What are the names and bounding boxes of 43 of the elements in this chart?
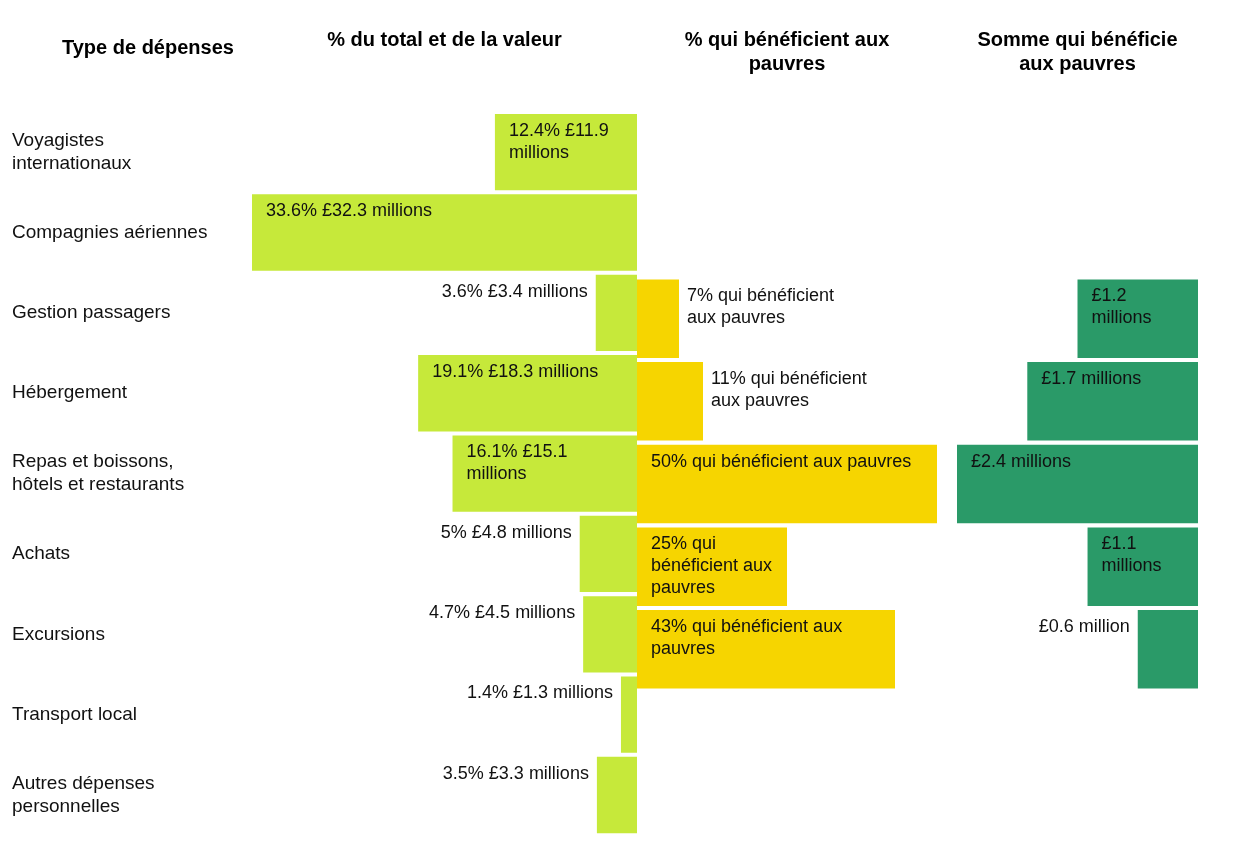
bar xyxy=(494,114,637,191)
data-label: 3.6% £3.4 millions xyxy=(441,280,588,301)
y-tick-label: Autres dépenses personnelles xyxy=(12,771,155,816)
bar xyxy=(1077,279,1198,358)
data-label: 7% qui bénéficient aux pauvres xyxy=(687,285,835,328)
data-label: £0.6 million xyxy=(1038,616,1130,637)
data-label: 16.1% £15.1 millions xyxy=(466,441,568,484)
data-label: 50% qui bénéficient aux pauvres xyxy=(651,450,912,471)
y-tick-label: Achats xyxy=(12,542,71,564)
y-tick-label: Transport local xyxy=(12,702,137,724)
chart-title: Somme qui bénéficie aux pauvres xyxy=(977,27,1178,74)
bar xyxy=(637,362,703,441)
chart-title: % du total et de la valeur xyxy=(327,27,562,50)
data-label: 33.6% £32.3 millions xyxy=(266,200,433,221)
y-tick-label: Voyagistes internationaux xyxy=(12,129,132,173)
y-tick-label: Hébergement xyxy=(12,381,128,403)
y-tick-label: Gestion passagers xyxy=(12,301,171,323)
bar xyxy=(252,194,637,271)
bar xyxy=(620,676,637,753)
bar xyxy=(1087,527,1198,606)
data-label: £1.7 millions xyxy=(1041,368,1142,389)
bar xyxy=(1027,362,1198,441)
y-tick-label: Excursions xyxy=(12,622,105,644)
bar xyxy=(583,596,637,673)
bar xyxy=(1137,610,1198,689)
y-tick-label: Compagnies aériennes xyxy=(12,220,208,242)
y-tick-label: Repas et boissons, hôtels et restaurants xyxy=(12,450,185,495)
data-label: 5% £4.8 millions xyxy=(440,521,572,542)
data-label: 1.4% £1.3 millions xyxy=(466,682,613,703)
data-label: £2.4 millions xyxy=(971,450,1072,471)
bar xyxy=(957,444,1198,524)
bar xyxy=(596,756,637,834)
data-label: 4.7% £4.5 millions xyxy=(429,602,576,623)
data-label: 3.5% £3.3 millions xyxy=(442,762,589,783)
data-label: 43% qui bénéficient aux pauvres xyxy=(651,616,843,659)
data-label: £1.2 millions xyxy=(1091,285,1152,328)
data-label: 12.4% £11.9 millions xyxy=(508,119,609,162)
data-label: 19.1% £18.3 millions xyxy=(432,361,599,382)
y-axis-title: Type de dépenses xyxy=(62,35,234,58)
data-label: £1.1 millions xyxy=(1101,533,1162,576)
chart-title: % qui bénéficient aux pauvres xyxy=(684,27,890,74)
data-label: 11% qui bénéficient aux pauvres xyxy=(711,368,867,411)
data-label: 25% qui bénéficient aux pauvres xyxy=(651,533,773,598)
